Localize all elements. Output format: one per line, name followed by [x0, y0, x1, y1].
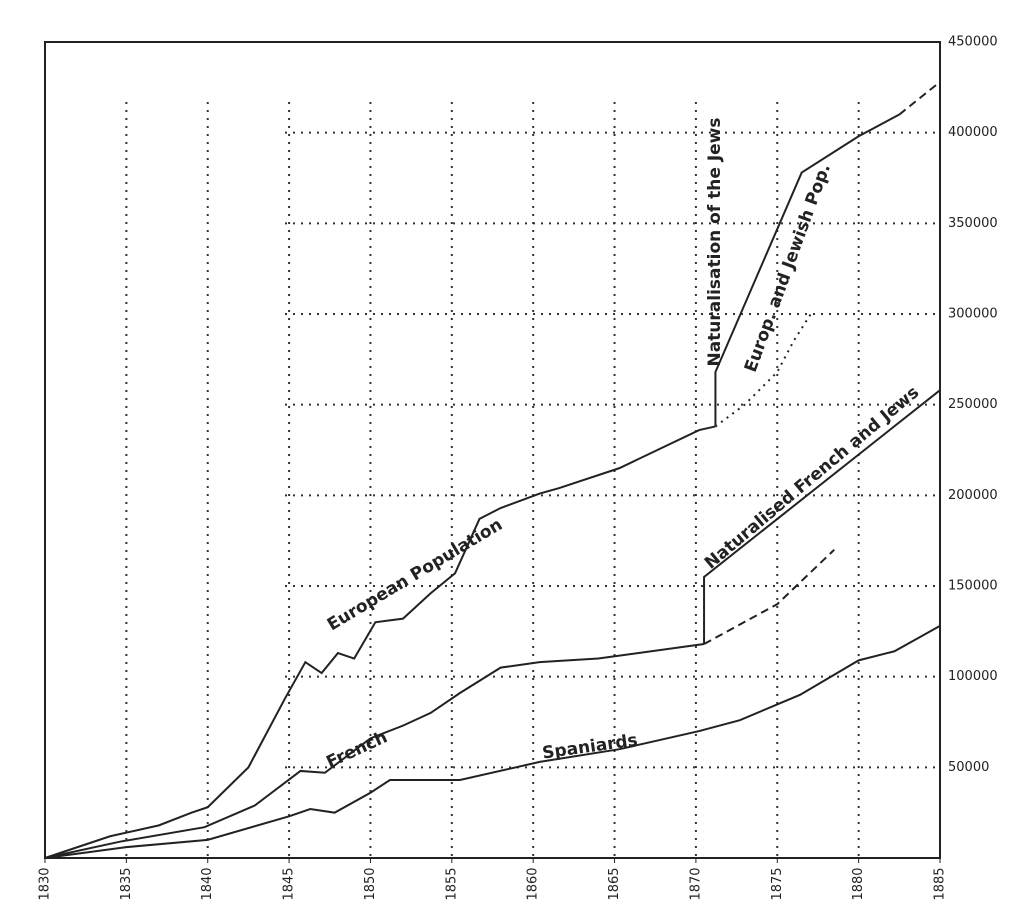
series-line	[44, 425, 716, 859]
series-line	[714, 113, 900, 427]
x-tick-label: 1860	[526, 867, 541, 900]
x-tick-label: 1855	[444, 867, 459, 900]
x-tick-label: 1865	[607, 867, 622, 900]
series-line	[898, 81, 941, 116]
x-tick-label: 1870	[688, 867, 703, 900]
x-tick-label: 1880	[851, 867, 866, 900]
y-tick-label: 100000	[948, 669, 998, 684]
y-tick-label: 450000	[948, 35, 998, 50]
series-line	[44, 625, 941, 859]
x-tick-label: 1840	[200, 867, 215, 900]
x-tick-label: 1830	[38, 867, 53, 900]
x-tick-label: 1885	[933, 867, 948, 900]
y-tick-label: 350000	[948, 216, 998, 231]
y-tick-label: 200000	[948, 488, 998, 503]
y-tick-label: 400000	[948, 125, 998, 140]
x-tick-label: 1875	[770, 867, 785, 900]
y-tick-label: 250000	[948, 397, 998, 412]
plot-frame	[44, 41, 941, 859]
x-tick-label: 1845	[282, 867, 297, 900]
y-tick-label: 300000	[948, 307, 998, 322]
y-tick-label: 150000	[948, 579, 998, 594]
series-line	[703, 389, 941, 645]
annotation: Naturalisation of the Jews	[705, 117, 725, 366]
x-tick-label: 1835	[119, 867, 134, 900]
y-tick-label: 50000	[948, 760, 989, 775]
x-tick-label: 1850	[363, 867, 378, 900]
series-line	[703, 549, 835, 645]
series-line	[44, 643, 705, 859]
